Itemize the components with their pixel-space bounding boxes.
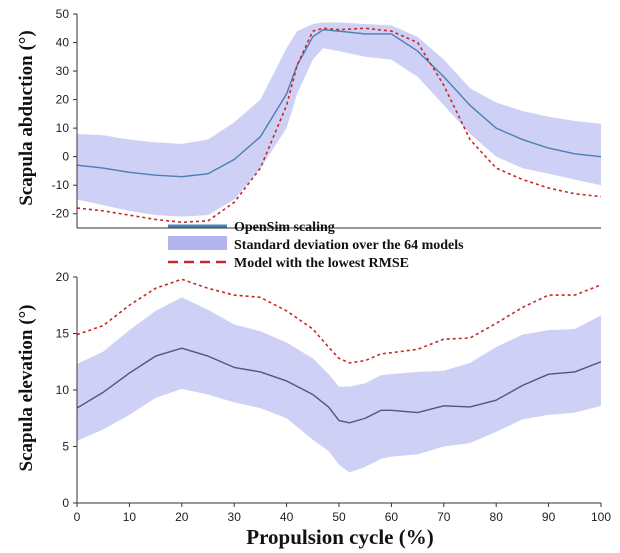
legend-swatch-standard-deviation xyxy=(168,236,227,250)
y-tick-label: 20 xyxy=(56,270,70,284)
x-tick-label: 30 xyxy=(228,510,242,524)
abduction-plot-area xyxy=(76,14,601,229)
lowest-rmse-line xyxy=(77,27,601,224)
plot-series-group xyxy=(77,22,601,224)
opensim-scaling-line xyxy=(77,28,601,178)
y-tick-label: 10 xyxy=(56,121,70,135)
sd-band xyxy=(77,22,601,217)
x-tick-label: 100 xyxy=(591,510,611,524)
x-tick-label: 60 xyxy=(385,510,399,524)
y-tick-label: -20 xyxy=(52,207,70,221)
x-tick-label: 90 xyxy=(542,510,556,524)
abduction-y-axis-label: Scapula abduction (°) xyxy=(16,30,37,205)
elevation-y-ticks: 0 5 10 15 20 xyxy=(56,270,77,510)
x-tick-label: 20 xyxy=(175,510,189,524)
y-tick-label: 50 xyxy=(56,7,70,21)
y-tick-label: 20 xyxy=(56,93,70,107)
x-tick-label: 0 xyxy=(74,510,81,524)
x-tick-label: 40 xyxy=(280,510,294,524)
y-tick-label: 5 xyxy=(62,440,69,454)
y-tick-label: 10 xyxy=(56,383,70,397)
plot-series-group xyxy=(77,278,601,473)
y-tick-label: 40 xyxy=(56,36,70,50)
elevation-plot-area xyxy=(76,277,601,504)
elevation-x-ticks: 0 10 20 30 40 50 60 70 80 90 100 xyxy=(74,503,611,524)
x-tick-label: 70 xyxy=(437,510,451,524)
abduction-y-ticks: -20 -10 0 10 20 30 40 50 xyxy=(52,7,77,221)
elevation-y-axis-label: Scapula elevation (°) xyxy=(16,305,37,472)
sd-band xyxy=(77,297,601,473)
opensim-scaling-line xyxy=(77,347,601,424)
y-tick-label: 0 xyxy=(62,496,69,510)
y-tick-label: 30 xyxy=(56,64,70,78)
elevation-panel: 0 5 10 15 20 0 10 20 30 40 50 60 70 80 90 100 Scapula … xyxy=(16,270,611,549)
x-tick-label: 10 xyxy=(123,510,137,524)
y-tick-label: 15 xyxy=(56,327,70,341)
legend-label-standard-deviation: Standard deviation over the 64 models xyxy=(234,238,464,253)
x-tick-label: 80 xyxy=(490,510,504,524)
legend: OpenSim scaling Standard deviation over … xyxy=(168,220,464,271)
legend-label-opensim-scaling: OpenSim scaling xyxy=(234,220,335,235)
lowest-rmse-line xyxy=(77,278,601,364)
elevation-x-axis-label: Propulsion cycle (%) xyxy=(246,525,433,549)
abduction-panel: -20 -10 0 10 20 30 40 50 Scapula abduction (°) xyxy=(16,7,601,229)
legend-label-lowest-rmse: Model with the lowest RMSE xyxy=(234,256,409,271)
x-tick-label: 50 xyxy=(332,510,346,524)
y-tick-label: 0 xyxy=(62,150,69,164)
y-tick-label: -10 xyxy=(52,178,70,192)
